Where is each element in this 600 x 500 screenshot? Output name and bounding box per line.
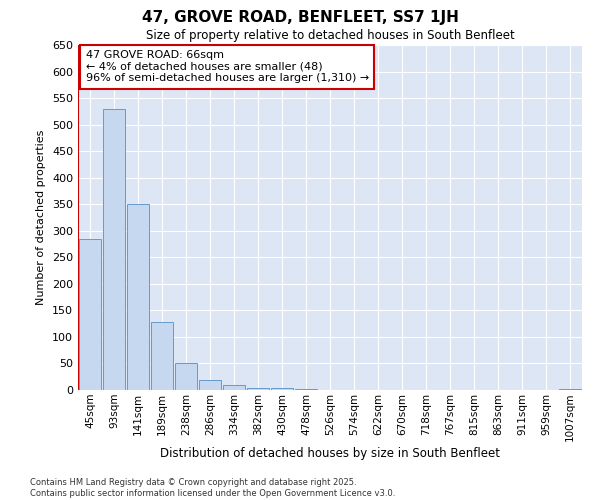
Bar — [175, 364, 197, 390]
Text: 47 GROVE ROAD: 66sqm
← 4% of detached houses are smaller (48)
96% of semi-detach: 47 GROVE ROAD: 66sqm ← 4% of detached ho… — [86, 50, 369, 84]
X-axis label: Distribution of detached houses by size in South Benfleet: Distribution of detached houses by size … — [160, 447, 500, 460]
Bar — [151, 322, 173, 390]
Bar — [559, 389, 581, 390]
Bar — [247, 388, 269, 390]
Bar — [79, 238, 101, 390]
Bar — [127, 204, 149, 390]
Bar — [103, 108, 125, 390]
Text: Contains HM Land Registry data © Crown copyright and database right 2025.
Contai: Contains HM Land Registry data © Crown c… — [30, 478, 395, 498]
Title: Size of property relative to detached houses in South Benfleet: Size of property relative to detached ho… — [146, 30, 514, 43]
Text: 47, GROVE ROAD, BENFLEET, SS7 1JH: 47, GROVE ROAD, BENFLEET, SS7 1JH — [142, 10, 458, 25]
Bar — [271, 388, 293, 390]
Y-axis label: Number of detached properties: Number of detached properties — [37, 130, 46, 305]
Bar — [223, 384, 245, 390]
Bar — [199, 380, 221, 390]
